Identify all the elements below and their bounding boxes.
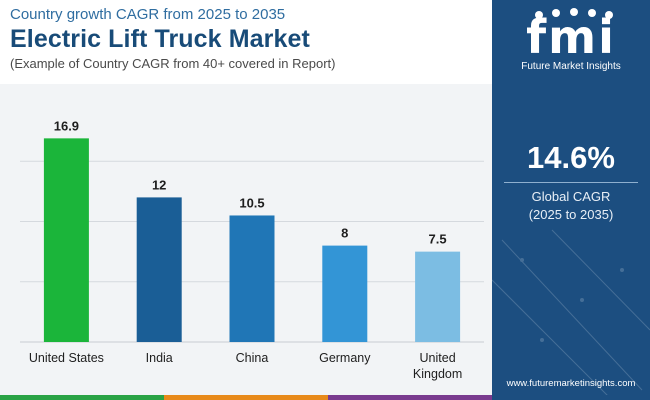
bar-chart: 16.9 United States 12 India 10.5 China 8 German… [20, 118, 484, 381]
global-cagr-period: (2025 to 2035) [528, 207, 614, 222]
bar-5 [415, 251, 461, 342]
bar-3 [229, 215, 275, 342]
fmi-logo-icon [535, 8, 613, 19]
chart-subtitle: Country growth CAGR from 2025 to 2035 [10, 6, 286, 23]
chart-title: Electric Lift Truck Market [10, 25, 310, 53]
x-tick-label-1: United States [29, 351, 104, 365]
logo-tagline: Future Market Insights [521, 61, 621, 72]
bar-value-label-2: 12 [152, 177, 166, 192]
footer-bar-3 [328, 395, 492, 400]
fmi-logo: fmi Future Market Insights [492, 4, 650, 74]
logo-wordmark: fmi [526, 10, 616, 64]
header: Country growth CAGR from 2025 to 2035 El… [0, 0, 492, 80]
global-cagr-label: Global CAGR [531, 189, 611, 204]
bar-value-label-4: 8 [341, 226, 348, 241]
bar-value-label-3: 10.5 [239, 195, 264, 210]
global-cagr-value: 14.6% [527, 140, 615, 175]
x-tick-label-3: China [236, 351, 269, 365]
bar-2 [136, 197, 182, 342]
website-link[interactable]: www.futuremarketinsights.com [506, 378, 636, 389]
footer-bar-1 [0, 395, 164, 400]
footer-bar-2 [164, 395, 328, 400]
chart-note: (Example of Country CAGR from 40+ covere… [10, 56, 336, 71]
x-tick-label-5: United Kingdom [413, 351, 462, 381]
footer-bar-4 [492, 395, 650, 400]
side-panel: fmi Future Market Insights 14.6% Global … [492, 0, 650, 400]
decorative-lines-icon [492, 229, 650, 400]
bar-1 [43, 138, 89, 342]
bar-value-label-5: 7.5 [429, 232, 447, 247]
divider [504, 182, 638, 183]
x-tick-label-2: India [146, 351, 173, 365]
bar-4 [322, 245, 368, 342]
bar-value-label-1: 16.9 [54, 118, 79, 133]
x-tick-label-4: Germany [319, 351, 371, 365]
